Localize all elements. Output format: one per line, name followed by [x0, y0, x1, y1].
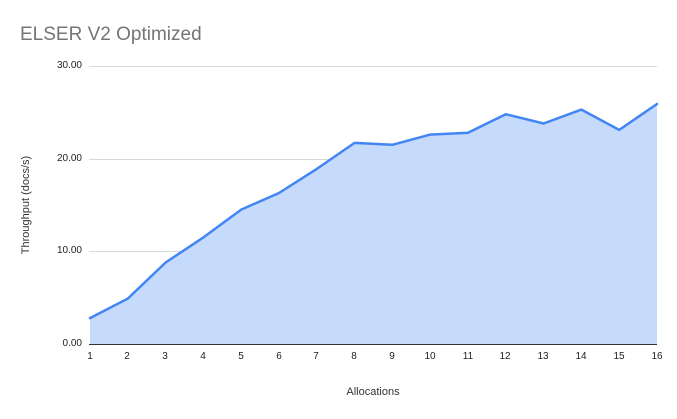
chart-title: ELSER V2 Optimized — [20, 24, 202, 45]
gridline — [89, 66, 657, 67]
x-tick-label: 3 — [162, 351, 168, 362]
area-fill — [89, 104, 657, 344]
x-tick-label: 2 — [124, 351, 130, 362]
x-tick-label: 9 — [389, 351, 395, 362]
x-tick-label: 1 — [87, 351, 93, 362]
x-tick-label: 11 — [462, 351, 474, 362]
y-tick-label: 0.00 — [62, 338, 82, 349]
area-chart-plot — [88, 102, 658, 344]
x-axis-line — [89, 344, 657, 345]
x-tick-label: 13 — [537, 351, 549, 362]
x-tick-label: 8 — [351, 351, 357, 362]
x-axis-title: Allocations — [346, 386, 400, 398]
x-tick-label: 14 — [575, 351, 587, 362]
y-tick-label: 10.00 — [56, 245, 82, 256]
x-tick-label: 10 — [424, 351, 436, 362]
x-tick-label: 16 — [651, 351, 663, 362]
area-line — [88, 102, 658, 320]
x-tick-label: 12 — [499, 351, 511, 362]
y-tick-label: 30.00 — [56, 60, 82, 71]
x-tick-label: 4 — [200, 351, 206, 362]
x-tick-label: 6 — [276, 351, 282, 362]
x-tick-label: 5 — [238, 351, 244, 362]
y-axis-title: Throughput (docs/s) — [20, 155, 32, 255]
x-tick-label: 15 — [613, 351, 625, 362]
x-tick-label: 7 — [313, 351, 319, 362]
y-tick-label: 20.00 — [56, 153, 82, 164]
